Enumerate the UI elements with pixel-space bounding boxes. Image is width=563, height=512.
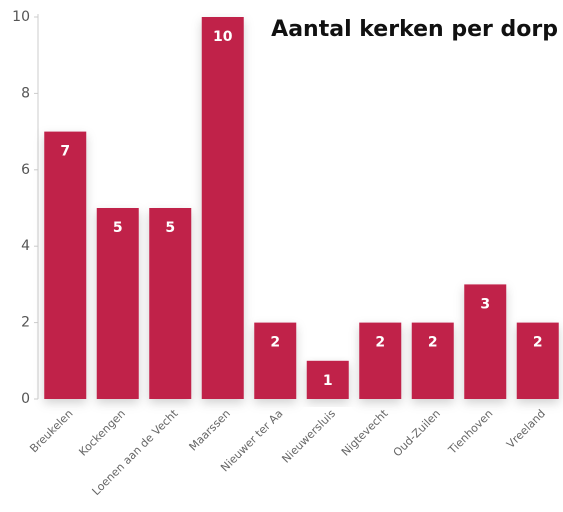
value-label: 10	[213, 29, 233, 45]
value-label: 2	[375, 335, 385, 351]
x-tick-label: Kockengen	[76, 407, 128, 459]
x-tick-label: Breukelen	[27, 407, 75, 455]
x-tick-label: Oud-Zuilen	[391, 407, 443, 459]
bar	[96, 208, 139, 399]
bar	[44, 131, 87, 399]
y-tick-label: 2	[21, 315, 30, 331]
value-label: 2	[428, 335, 438, 351]
y-tick-label: 10	[12, 9, 30, 25]
chart-title: Aantal kerken per dorp	[271, 17, 558, 42]
bar	[149, 208, 192, 399]
bar	[254, 322, 297, 399]
y-tick-label: 8	[21, 85, 30, 101]
x-tick-label: Maarssen	[187, 407, 233, 453]
x-tick-label: Loenen aan de Vecht	[90, 407, 181, 498]
value-label: 7	[60, 144, 70, 160]
value-label: 5	[113, 220, 123, 236]
bar	[306, 360, 349, 399]
bar	[411, 322, 454, 399]
bar	[359, 322, 402, 399]
y-tick-label: 0	[21, 391, 30, 407]
value-label: 3	[480, 296, 490, 312]
y-tick-label: 6	[21, 162, 30, 178]
x-tick-label: Tienhoven	[445, 407, 495, 457]
value-label: 5	[165, 220, 175, 236]
bar	[516, 322, 559, 399]
x-tick-label: Nieuwersluis	[279, 407, 338, 466]
value-label: 2	[533, 335, 543, 351]
y-tick-label: 4	[21, 238, 30, 254]
x-tick-label: Vreeland	[504, 407, 548, 451]
value-label: 2	[270, 335, 280, 351]
bar	[464, 284, 507, 399]
x-tick-label: Nigtevecht	[339, 407, 391, 459]
value-label: 1	[323, 373, 333, 389]
bar	[201, 17, 244, 399]
